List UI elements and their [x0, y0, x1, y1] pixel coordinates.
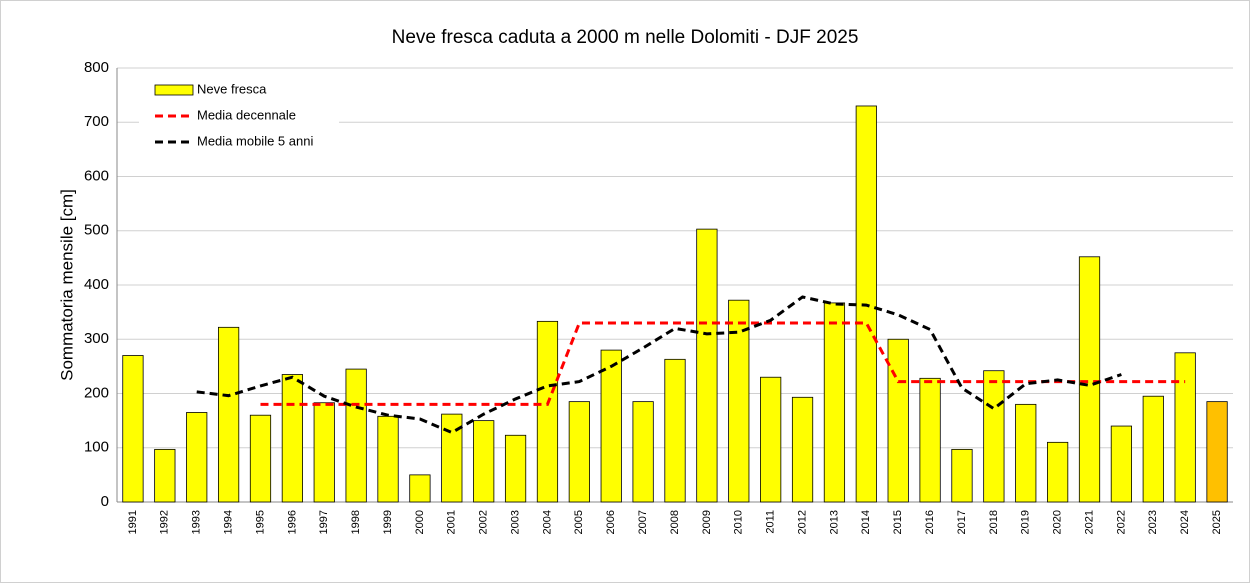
x-tick-label: 2013: [828, 510, 840, 534]
x-tick-label: 2010: [733, 510, 745, 534]
x-tick-label: 2009: [701, 510, 713, 534]
x-tick-label: 2017: [956, 510, 968, 534]
bar: [1110, 425, 1133, 503]
y-tick-label: 0: [101, 493, 109, 510]
bar: [217, 326, 240, 503]
x-tick-label: 2022: [1115, 510, 1127, 534]
bar: [887, 338, 909, 503]
bar: [122, 355, 144, 503]
line: [196, 295, 1122, 435]
bar: [600, 349, 622, 503]
x-tick-label: 1995: [254, 510, 266, 534]
bar: [504, 434, 527, 503]
bar: [728, 299, 750, 503]
x-tick-label: 1999: [382, 510, 394, 534]
bar: [1078, 256, 1101, 503]
bar: [823, 302, 846, 503]
y-tick-label: 100: [84, 439, 109, 456]
x-tick-label: 2025: [1211, 510, 1223, 534]
bar: [983, 370, 1005, 503]
bar: [951, 448, 973, 503]
x-tick-label: 1998: [350, 510, 362, 534]
x-tick-label: 2012: [796, 510, 808, 534]
legend-label: Media mobile 5 anni: [197, 133, 313, 148]
y-tick-label: 700: [84, 113, 109, 130]
x-tick-label: 2004: [541, 510, 553, 534]
bar: [249, 414, 272, 503]
chart-title: Neve fresca caduta a 2000 m nelle Dolomi…: [392, 27, 859, 48]
y-tick-label: 300: [84, 330, 109, 347]
x-tick-label: 1997: [318, 510, 330, 534]
x-tick-label: 2024: [1179, 510, 1191, 534]
bar: [632, 401, 654, 503]
bar: [281, 374, 303, 503]
x-tick-label: 1993: [191, 510, 203, 534]
x-tick-label: 2018: [988, 510, 1000, 534]
x-tick-label: 2020: [1052, 510, 1064, 534]
x-tick-label: 2006: [605, 510, 617, 534]
line: [260, 321, 1186, 406]
x-tick-label: 2000: [414, 510, 426, 534]
y-tick-label: 600: [84, 167, 109, 184]
x-tick-label: 2014: [860, 510, 872, 534]
bar: [313, 402, 335, 503]
y-tick-label: 800: [84, 59, 109, 76]
x-tick-label: 1992: [159, 510, 171, 534]
y-tick-label: 500: [84, 222, 109, 239]
bar: [664, 358, 686, 503]
bar: [536, 320, 559, 503]
y-tick-label: 400: [84, 276, 109, 293]
x-tick-label: 2011: [765, 510, 777, 534]
x-tick-label: 2023: [1147, 510, 1159, 534]
bar: [441, 413, 463, 503]
bar: [345, 368, 367, 503]
x-tick-label: 1991: [127, 510, 139, 534]
bar: [154, 448, 176, 503]
bar: [1142, 395, 1164, 503]
bar: [409, 474, 431, 503]
bar: [1174, 352, 1196, 503]
x-tick-label: 2005: [573, 510, 585, 534]
legend-label: Media decennale: [197, 107, 296, 122]
y-tick-label: 200: [84, 384, 109, 401]
bar: [377, 415, 399, 503]
bar: [919, 377, 941, 503]
y-axis-label: Sommatoria mensile [cm]: [57, 189, 76, 381]
x-tick-label: 2021: [1083, 510, 1095, 534]
bar: [473, 420, 495, 503]
x-tick-label: 1994: [223, 510, 235, 534]
legend-swatch: [154, 84, 194, 96]
x-tick-label: 2008: [669, 510, 681, 534]
bar: [186, 412, 208, 503]
x-tick-label: 2003: [509, 510, 521, 534]
bar: [696, 228, 718, 503]
x-tick-label: 2007: [637, 510, 649, 534]
bar: [1206, 401, 1228, 503]
bar: [1015, 403, 1037, 503]
x-tick-label: 2001: [446, 510, 458, 534]
bar: [1047, 441, 1069, 503]
bar: [568, 401, 590, 503]
x-tick-label: 2002: [478, 510, 490, 534]
legend-label: Neve fresca: [197, 81, 267, 96]
bar: [760, 376, 782, 503]
x-tick-label: 1996: [286, 510, 298, 534]
x-tick-label: 2019: [1020, 510, 1032, 534]
bar: [791, 396, 814, 503]
x-tick-label: 2015: [892, 510, 904, 534]
x-tick-label: 2016: [924, 510, 936, 534]
